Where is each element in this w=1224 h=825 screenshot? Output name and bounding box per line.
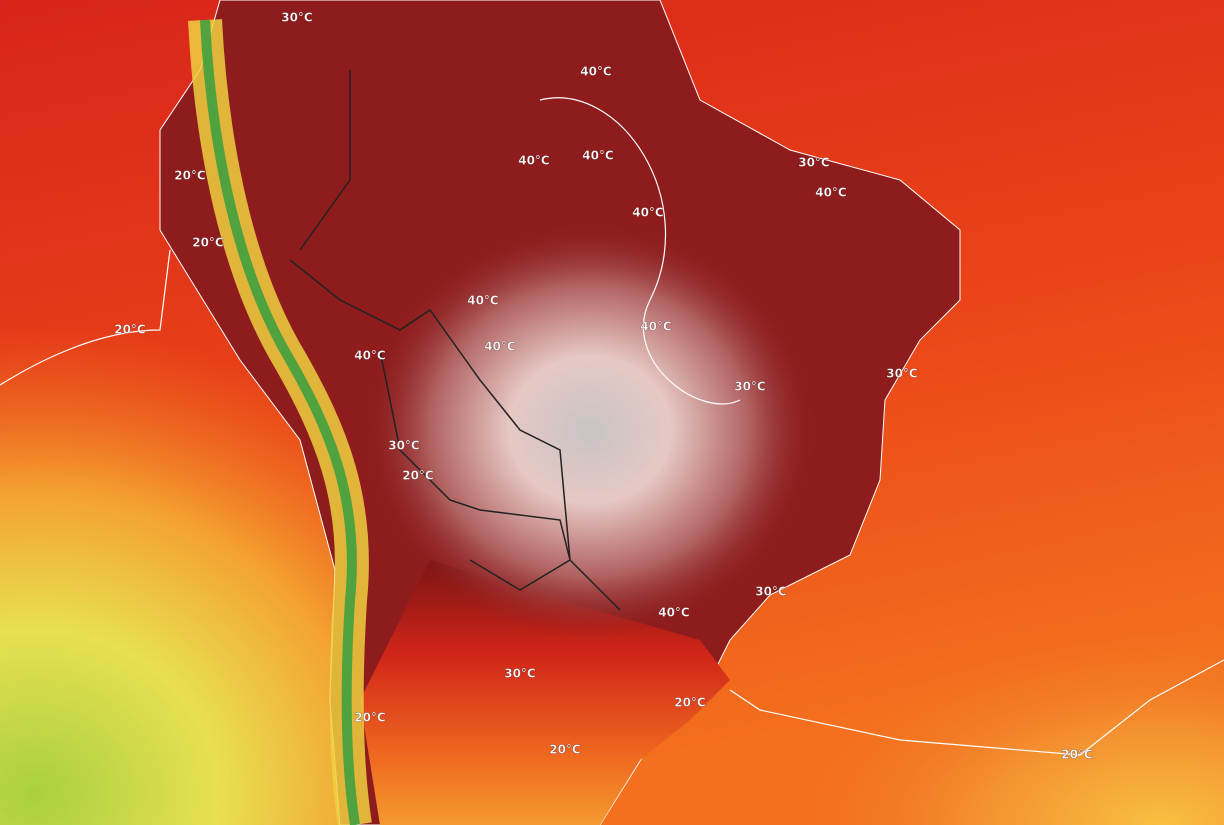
contour-label: 40°C	[580, 65, 612, 79]
hot-core	[360, 220, 820, 640]
contour-label: 40°C	[632, 206, 664, 220]
contour-label: 20°C	[354, 711, 386, 725]
contour-label: 30°C	[734, 380, 766, 394]
isotherms	[0, 97, 1224, 756]
contour-label: 30°C	[504, 667, 536, 681]
contour-label: 40°C	[582, 149, 614, 163]
contour-labels: 30°C 40°C 40°C 40°C 30°C 40°C 40°C 20°C 20°C 20°C…	[114, 10, 1093, 762]
contour-label: 40°C	[354, 349, 386, 363]
contour-label: 30°C	[281, 11, 313, 25]
andes-ridge	[200, 19, 360, 825]
contour-label: 20°C	[402, 469, 434, 483]
contour-label: 30°C	[755, 585, 787, 599]
contour-label: 40°C	[467, 294, 499, 308]
contour-label: 40°C	[815, 186, 847, 200]
contour-label: 30°C	[886, 367, 918, 381]
contour-label: 20°C	[174, 169, 206, 183]
contour-label: 40°C	[484, 340, 516, 354]
contour-label: 30°C	[388, 439, 420, 453]
contour-label: 20°C	[549, 743, 581, 757]
contour-label: 40°C	[640, 320, 672, 334]
contour-label: 20°C	[192, 236, 224, 250]
borders	[289, 70, 621, 611]
contour-label: 30°C	[798, 156, 830, 170]
contour-label: 20°C	[1061, 748, 1093, 762]
contour-label: 20°C	[674, 696, 706, 710]
contour-label: 40°C	[658, 606, 690, 620]
contour-label: 40°C	[518, 154, 550, 168]
contour-label: 20°C	[114, 323, 146, 337]
